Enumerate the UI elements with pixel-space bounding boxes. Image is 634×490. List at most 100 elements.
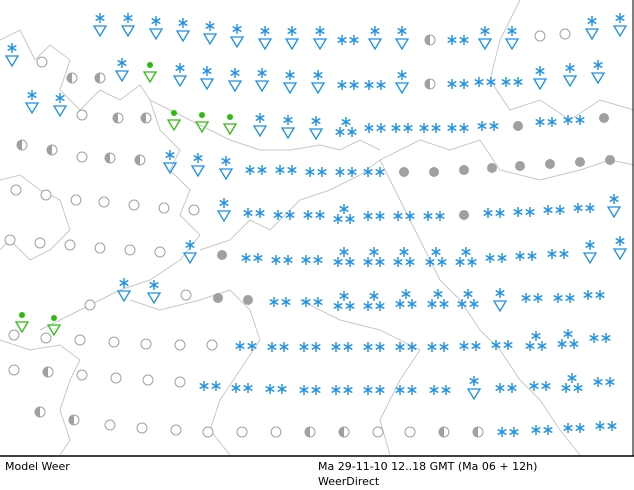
weather-symbol [338,426,350,438]
weather-symbol [395,342,417,352]
cloud-half [113,113,118,123]
snow-arm [607,422,617,430]
snow-arm [535,118,545,126]
weather-symbol [562,63,578,88]
weather-symbol [34,406,46,418]
weather-symbol [36,56,48,68]
snow-arm [363,343,373,351]
weather-symbol [24,90,40,115]
weather-symbol [66,72,78,84]
weather-symbol [561,373,583,393]
snow-arm [335,168,345,176]
cloud-circle [36,56,48,68]
snow-arm [369,248,379,256]
snow-arm [515,252,525,260]
weather-symbol [236,426,248,438]
snow-arm [247,342,257,350]
snow-arm [587,17,597,25]
weather-symbol [504,26,520,51]
cloud-circle [104,419,116,431]
weather-symbol [16,139,28,151]
weather-symbol [497,427,519,437]
snow-arm [427,300,437,308]
cloud-circle [64,239,76,251]
snow-arm [397,27,407,35]
snow-arm [585,204,595,212]
snow-arm [401,290,411,298]
weather-symbol [424,78,436,90]
weather-symbol [146,280,162,305]
snow-arm [337,36,347,44]
snow-arm [245,166,255,174]
snow-arm [337,81,347,89]
weather-symbol [4,43,20,68]
cloud-half [35,407,40,417]
weather-symbol [235,341,257,351]
weather-symbol [395,289,417,309]
snow-arm [185,241,195,249]
snow-arm [567,374,577,382]
rain-dot [227,114,233,120]
cloud-half [69,415,74,425]
weather-symbol [175,18,191,43]
shower-triangle [284,38,300,51]
snow-arm [521,294,531,302]
weather-symbol [271,255,293,265]
snow-arm [547,118,557,126]
snow-arm [459,124,469,132]
weather-symbol [199,381,221,391]
weather-symbol [333,247,355,267]
cloud-half [425,35,430,45]
snow-arm [335,128,345,136]
snow-arm [435,212,445,220]
snow-arm [393,212,403,220]
weather-symbol [612,236,628,261]
product-label: Model Weer [5,460,70,473]
weather-symbol [575,157,585,167]
weather-symbol [425,247,447,267]
weather-symbol [217,250,227,260]
shower-triangle [282,82,298,95]
overcast-dot [515,161,525,171]
snow-arm [561,384,571,392]
overcast-dot [243,295,253,305]
weather-symbol [363,247,385,267]
weather-symbol [367,26,383,51]
cloud-circle [94,242,106,254]
cloud-half [47,145,52,155]
snow-arm [565,294,575,302]
snow-arm [395,386,405,394]
snow-arm [283,256,293,264]
shower-triangle [532,78,548,91]
snow-arm [447,124,457,132]
snow-arm [271,256,281,264]
snow-arm [431,124,441,132]
shower-triangle [4,55,20,68]
snow-arm [301,298,311,306]
weather-symbol [76,109,88,121]
weather-symbol [254,68,270,93]
snow-arm [299,386,309,394]
snow-arm [399,248,409,256]
weather-symbol [304,426,316,438]
shower-triangle [582,252,598,265]
source-label: WeerDirect [318,475,380,488]
snow-arm [585,241,595,249]
cloud-circle [8,329,20,341]
weather-symbol [14,312,30,334]
shower-triangle [24,102,40,115]
shower-triangle [254,80,270,93]
shower-triangle [46,324,62,337]
shower-triangle [92,25,108,38]
weather-symbol [98,196,110,208]
snow-arm [339,205,349,213]
snow-arm [257,69,267,77]
weather-symbol [112,112,124,124]
weather-symbol [134,154,146,166]
cloud-half [17,140,22,150]
snow-arm [565,64,575,72]
snow-arm [407,343,417,351]
snow-arm [279,343,289,351]
cloud-half [141,113,146,123]
cloud-circle [188,204,200,216]
